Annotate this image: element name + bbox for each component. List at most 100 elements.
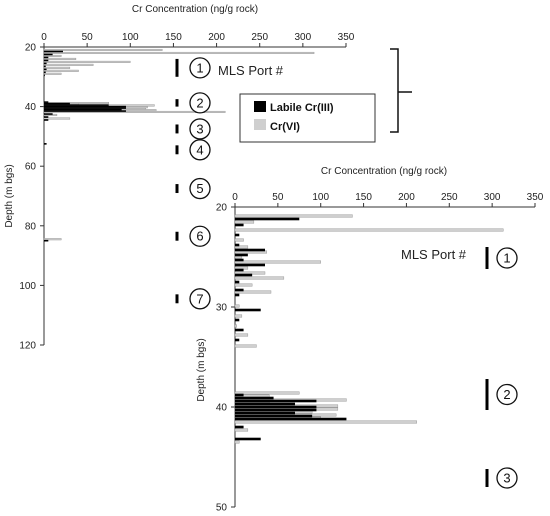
bar-labile-cr-iii (44, 110, 126, 112)
port-number-circle (496, 467, 518, 489)
bar-labile-cr-iii (44, 143, 47, 145)
bar-labile-cr-iii (235, 408, 317, 412)
port-number: 5 (196, 181, 203, 196)
bar-labile-cr-iii (44, 68, 47, 71)
y-tick-label: 30 (216, 303, 228, 314)
bar-cr-vi (234, 214, 353, 218)
x-tick-label: 100 (122, 32, 139, 43)
x-tick-label: 250 (251, 32, 268, 43)
bar-cr-vi (234, 333, 249, 337)
port-number: 2 (503, 387, 510, 402)
port-number-circle (496, 383, 518, 406)
bar-labile-cr-iii (235, 308, 261, 312)
bar-labile-cr-iii (44, 62, 47, 65)
chart2-y-axis-title: Depth (m bgs) (196, 338, 207, 401)
bar-labile-cr-iii (44, 105, 126, 108)
y-tick-label: 100 (19, 281, 36, 292)
bar-cr-vi (234, 304, 240, 308)
x-tick-label: 150 (355, 192, 372, 203)
bar-labile-cr-iii (235, 223, 244, 227)
bar-cr-vi (43, 63, 94, 66)
bar-cr-vi (234, 238, 244, 242)
bar-cr-vi (43, 48, 163, 51)
chart2-port-label: MLS Port # (401, 247, 467, 262)
y-tick-label: 80 (25, 221, 37, 232)
chart1-axes (40, 43, 347, 346)
bar-cr-vi (43, 66, 71, 69)
port-number: 1 (503, 251, 510, 266)
port-number-circle (189, 225, 211, 247)
x-tick-label: 150 (165, 32, 182, 43)
bar-labile-cr-iii (44, 116, 49, 118)
bar-labile-cr-iii (235, 217, 300, 221)
bar-cr-vi (234, 420, 417, 424)
bar-labile-cr-iii (235, 414, 313, 418)
x-tick-label: 50 (272, 192, 284, 203)
bar-cr-vi (234, 344, 257, 348)
bar-labile-cr-iii (235, 405, 317, 409)
bar-labile-cr-iii (235, 399, 317, 403)
bar-cr-vi (234, 283, 253, 287)
port-number: 6 (196, 229, 203, 244)
legend: Labile Cr(III) Cr(VI) (239, 93, 376, 143)
x-tick-label: 0 (41, 32, 47, 43)
chart1-y-axis-title: Depth (m bgs) (4, 164, 15, 227)
bar-labile-cr-iii (235, 425, 244, 429)
port-number-circle (189, 139, 211, 161)
bar-labile-cr-iii (44, 102, 70, 105)
bar-cr-vi (234, 220, 255, 224)
legend-swatch-labile-cr-iii (254, 101, 266, 112)
chart2-port-markers: 1 2 3 (485, 247, 518, 489)
y-tick-label: 20 (25, 43, 37, 54)
chart1-port-label: MLS Port # (218, 63, 284, 78)
x-tick-label: 200 (208, 32, 225, 43)
bar-labile-cr-iii (235, 243, 240, 247)
bar-cr-vi (234, 260, 321, 264)
bar-labile-cr-iii (235, 328, 244, 332)
bar-cr-vi (234, 391, 300, 395)
bar-labile-cr-iii (235, 411, 295, 415)
x-tick-label: 200 (398, 192, 415, 203)
x-tick-label: 350 (338, 32, 355, 43)
bar-cr-vi (43, 110, 226, 113)
legend-label-labile-cr-iii: Labile Cr(III) (270, 102, 334, 114)
bar-cr-vi (43, 54, 62, 57)
x-tick-label: 300 (295, 32, 312, 43)
bar-cr-vi (234, 314, 243, 318)
x-tick-label: 300 (484, 192, 501, 203)
chart2-x-tick-labels: 0 50 100 150 200 250 300 350 (232, 192, 544, 203)
y-tick-label: 20 (216, 203, 228, 214)
bar-labile-cr-iii (235, 396, 274, 400)
x-tick-label: 50 (82, 32, 94, 43)
chart-zoomed-depth: Cr Concentration (ng/g rock) Depth (m bg… (196, 166, 544, 514)
bar-cr-vi (43, 117, 71, 120)
chart2-y-tick-labels: 20 30 40 50 (216, 203, 228, 514)
port-number: 1 (196, 60, 203, 75)
bar-labile-cr-iii (235, 437, 261, 441)
port-number-circle (189, 288, 211, 310)
bar-cr-vi (234, 276, 285, 280)
chart1-y-tick-labels: 20 40 60 80 100 120 (19, 43, 36, 352)
bar-labile-cr-iii (44, 65, 46, 68)
port-number: 4 (196, 142, 203, 157)
port-number: 3 (196, 121, 203, 136)
bar-labile-cr-iii (44, 119, 49, 121)
bar-labile-cr-iii (235, 318, 240, 322)
bar-cr-vi (234, 228, 504, 232)
port-number: 7 (196, 291, 203, 306)
chart1-x-tick-labels: 0 50 100 150 200 250 300 350 (41, 32, 355, 43)
bar-labile-cr-iii (44, 53, 53, 56)
chart2-bars (234, 214, 504, 444)
bar-cr-vi (43, 72, 62, 75)
y-tick-label: 40 (25, 102, 37, 113)
port-number-circle (189, 177, 211, 200)
x-tick-label: 0 (232, 192, 238, 203)
y-tick-label: 120 (19, 341, 36, 352)
bar-labile-cr-iii (235, 280, 240, 284)
legend-swatch-cr-vi (254, 119, 266, 130)
bar-labile-cr-iii (235, 253, 248, 257)
bar-cr-vi (43, 60, 131, 63)
bar-cr-vi (234, 245, 249, 249)
bar-cr-vi (43, 57, 77, 60)
